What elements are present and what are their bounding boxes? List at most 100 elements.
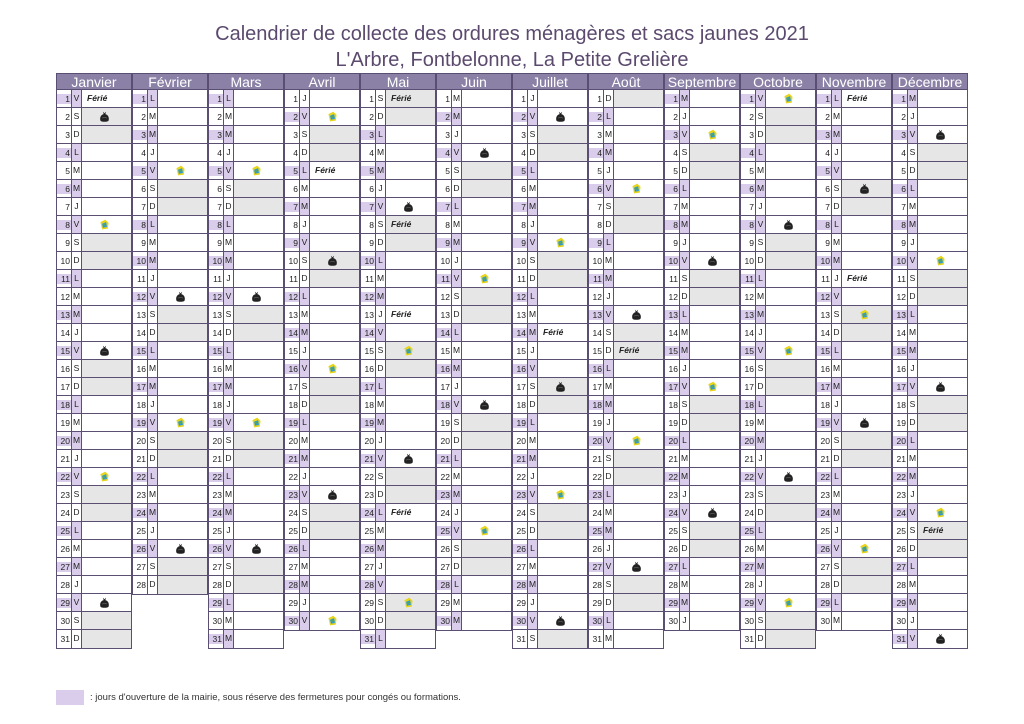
day-number: 22 xyxy=(893,471,907,482)
black-bag-icon xyxy=(98,110,111,123)
day-number: 4 xyxy=(901,147,906,158)
weekday-letter: D xyxy=(527,522,537,539)
day-cell: Férié xyxy=(385,306,435,323)
day-cell xyxy=(81,216,131,233)
weekday-letter: M xyxy=(907,342,917,359)
day-cell xyxy=(841,504,891,521)
weekday-letter: L xyxy=(755,144,765,161)
day-row: 29 J xyxy=(285,594,359,612)
day-number: 27 xyxy=(820,561,830,572)
day-cell xyxy=(233,198,283,215)
month-header: Mars xyxy=(208,73,284,90)
weekday-letter: J xyxy=(451,504,461,521)
weekday-letter: J xyxy=(907,108,917,125)
yellow-bag-icon xyxy=(782,92,795,105)
weekday-letter: S xyxy=(679,144,689,161)
day-row: 17 M xyxy=(817,378,891,396)
weekday-letter: V xyxy=(907,378,917,395)
day-cell xyxy=(309,180,359,197)
day-number: 9 xyxy=(65,237,70,248)
weekday-letter: D xyxy=(147,576,157,594)
weekday-letter: S xyxy=(603,324,613,341)
day-cell xyxy=(233,630,283,648)
weekday-letter: M xyxy=(223,126,233,143)
day-cell xyxy=(157,144,207,161)
day-cell xyxy=(537,180,587,197)
day-number: 4 xyxy=(369,147,374,158)
day-number: 9 xyxy=(217,237,222,248)
black-bag-icon xyxy=(402,452,415,465)
day-number: 11 xyxy=(517,273,526,284)
day-number: 18 xyxy=(364,399,374,410)
yellow-bag-icon xyxy=(782,344,795,357)
weekday-letter: M xyxy=(223,630,233,648)
weekday-letter: M xyxy=(755,306,765,323)
day-number: 20 xyxy=(589,435,603,446)
weekday-letter: J xyxy=(299,90,309,107)
day-cell xyxy=(233,288,283,305)
day-number: 23 xyxy=(285,489,299,500)
month-days: 1 L Férié 2 M 3 M 4 J 5 V 6 S 7 D 8 L 9 M 10 M 11 J Férié 12 V 13 S… xyxy=(816,90,892,631)
day-row: 24 M xyxy=(133,504,207,522)
weekday-letter: L xyxy=(299,162,309,179)
weekday-letter: D xyxy=(679,540,689,557)
weekday-letter: D xyxy=(299,396,309,413)
day-row: 18 S xyxy=(893,396,967,414)
weekday-letter: M xyxy=(831,612,841,630)
day-number: 10 xyxy=(592,255,602,266)
weekday-letter: L xyxy=(679,432,689,449)
day-cell xyxy=(233,504,283,521)
weekday-letter: V xyxy=(375,324,385,341)
weekday-letter: M xyxy=(451,108,461,125)
day-cell xyxy=(81,558,131,575)
weekday-letter: S xyxy=(603,450,613,467)
month-header: Mai xyxy=(360,73,436,90)
day-row: 27 S xyxy=(209,558,283,576)
day-number: 18 xyxy=(212,399,222,410)
day-number: 28 xyxy=(744,579,754,590)
day-row: 23 M xyxy=(133,486,207,504)
yellow-bag-icon xyxy=(250,416,263,429)
day-number: 15 xyxy=(893,345,907,356)
day-cell xyxy=(385,558,435,575)
day-number: 13 xyxy=(665,309,679,320)
weekday-letter: S xyxy=(527,252,537,269)
day-number: 21 xyxy=(60,453,70,464)
weekday-letter: M xyxy=(299,450,309,467)
day-cell xyxy=(765,414,815,431)
day-number: 21 xyxy=(592,453,602,464)
day-row: 25 V xyxy=(437,522,511,540)
weekday-letter: J xyxy=(603,288,613,305)
day-cell xyxy=(233,180,283,197)
day-number: 20 xyxy=(136,435,146,446)
month-header: Août xyxy=(588,73,664,90)
weekday-letter: V xyxy=(679,126,689,143)
weekday-letter: M xyxy=(223,108,233,125)
weekday-letter: S xyxy=(71,108,81,125)
weekday-letter: S xyxy=(71,360,81,377)
day-number: 10 xyxy=(817,255,831,266)
day-number: 5 xyxy=(209,165,223,176)
day-cell: Férié xyxy=(613,342,663,359)
day-row: 11 J xyxy=(133,270,207,288)
weekday-letter: D xyxy=(907,540,917,557)
black-bag-icon xyxy=(630,560,643,573)
day-cell xyxy=(309,126,359,143)
weekday-letter: M xyxy=(147,378,157,395)
weekday-letter: V xyxy=(527,486,537,503)
day-cell xyxy=(613,126,663,143)
day-number: 3 xyxy=(597,129,602,140)
day-number: 17 xyxy=(665,381,679,392)
weekday-letter: S xyxy=(907,144,917,161)
day-number: 18 xyxy=(516,399,526,410)
day-number: 6 xyxy=(825,183,830,194)
day-cell xyxy=(385,594,435,611)
weekday-letter: D xyxy=(527,396,537,413)
